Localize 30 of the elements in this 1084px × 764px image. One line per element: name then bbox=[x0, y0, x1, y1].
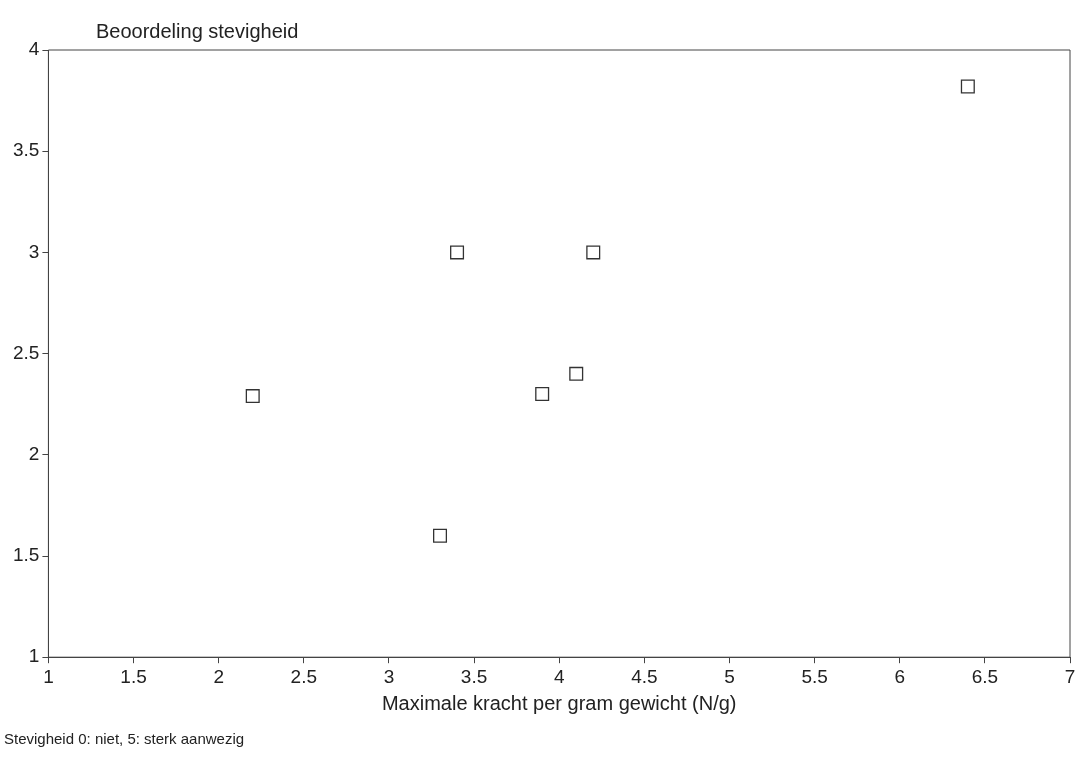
y-axis-title: Beoordeling stevigheid bbox=[96, 20, 299, 43]
x-tick-label: 6 bbox=[894, 665, 906, 687]
x-tick-label: 5 bbox=[724, 665, 735, 687]
x-tick-label: 1 bbox=[43, 665, 54, 687]
text: Stevigheid 0: niet, 5: sterk aanwezig bbox=[4, 730, 245, 747]
point bbox=[586, 245, 601, 260]
y-tick-label: 4 bbox=[28, 38, 40, 60]
point bbox=[433, 528, 448, 543]
point bbox=[960, 79, 975, 94]
y-tick-label: 3 bbox=[28, 240, 40, 262]
y-tick-label: 2 bbox=[28, 443, 40, 465]
x-axis-title: Maximale kracht per gram gewicht (N/g) bbox=[381, 691, 737, 714]
x-tick-label: 3.5 bbox=[460, 665, 488, 687]
x-tick-label: 4.5 bbox=[631, 665, 658, 687]
point bbox=[535, 387, 550, 402]
x-tick-label: 4 bbox=[553, 665, 565, 687]
x-tick-label: 1.5 bbox=[120, 665, 147, 687]
x-tick-label: 2 bbox=[213, 665, 224, 687]
point bbox=[450, 245, 465, 260]
y-tick-label: 2.5 bbox=[12, 341, 40, 363]
x-tick-label: 6.5 bbox=[971, 665, 999, 687]
y-tick-label: 1 bbox=[28, 645, 40, 667]
x-tick-label: 7 bbox=[1064, 665, 1076, 687]
x-tick-label: 2.5 bbox=[290, 665, 318, 687]
y-tick-label: 3.5 bbox=[12, 139, 40, 161]
point bbox=[569, 366, 584, 381]
point bbox=[245, 389, 260, 404]
x-tick-label: 5.5 bbox=[801, 665, 828, 687]
y-tick-label: 1.5 bbox=[12, 544, 40, 566]
x-tick-label: 3 bbox=[383, 665, 395, 687]
